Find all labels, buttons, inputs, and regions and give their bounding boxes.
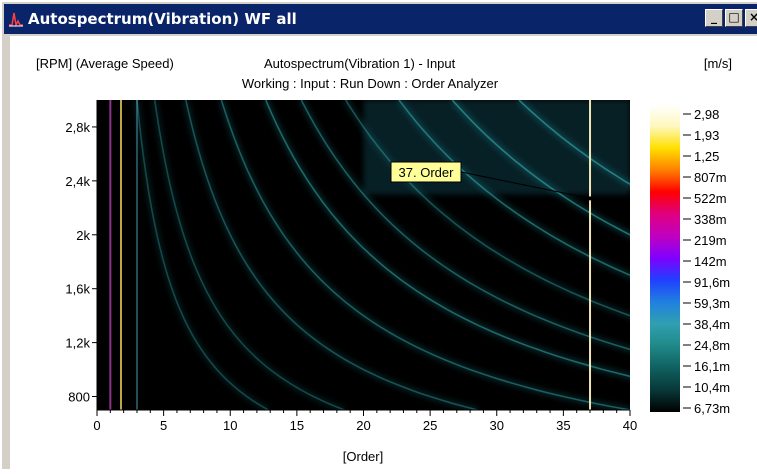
colorbar-tick-label: 1,93 [694,128,719,143]
colorbar-tick-label: 142m [694,254,727,269]
colorbar-tick-label: 10,4m [694,380,730,395]
resonance-band [136,100,269,410]
x-tick-label: 10 [223,418,237,433]
y-tick-label: 2,8k [65,120,90,135]
chart-axes: 800 1,2k 1,6k 2k 2,4k 2,8k 0 5 10 15 20 25 30 35 40 [65,100,637,433]
resonance-band-glow [298,100,630,353]
resonance-band [220,100,630,410]
x-tick-label: 5 [160,418,167,433]
colorbar-tick-label: 219m [694,233,727,248]
resonance-band-glow [134,100,270,410]
colorbar [650,104,680,412]
colorbar-tick-label: 807m [694,170,727,185]
header-left-label: [RPM] (Average Speed) [36,56,174,71]
minimize-button[interactable]: _ [705,9,723,27]
header-center-label: Autospectrum(Vibration 1) - Input [264,56,456,71]
colorbar-tick-label: 522m [694,191,727,206]
title-bar[interactable]: Autospectrum(Vibration) WF all _ □ × [4,4,757,34]
colorbar-tick-label: 2,98 [694,107,719,122]
resonance-band-glow [218,100,630,410]
y-tick-label: 1,2k [65,336,90,351]
maximize-button[interactable]: □ [725,9,743,27]
colorbar-tick-label: 1,25 [694,149,719,164]
resonance-band-glow [343,100,630,319]
order-spectrum-chart: [RPM] (Average Speed) Autospectrum(Vibra… [36,56,732,464]
colorbar-tick-label: 38,4m [694,317,730,332]
resonance-band-glow [182,100,479,410]
chart-canvas: [RPM] (Average Speed) Autospectrum(Vibra… [10,36,757,471]
colorbar-tick-label: 6,73m [694,401,730,416]
x-tick-label: 0 [93,418,100,433]
annotation-label: 37. Order [399,165,455,180]
x-tick-label: 25 [423,418,437,433]
annotation-point [588,196,593,201]
colorbar-tick-label: 16,1m [694,359,730,374]
colorbar-labels: 2,98 1,93 1,25 807m 522m 338m 219m 142m 91,6m 59,… [683,107,730,416]
maximize-icon: □ [728,10,740,24]
x-axis-label: [Order] [343,449,383,464]
resonance-band-glow [396,100,630,279]
resonance-band [265,100,630,378]
resonance-band [398,100,630,277]
resonance-band [345,100,630,317]
minimize-icon: _ [711,10,717,24]
colorbar-tick-label: 24,8m [694,338,730,353]
x-tick-label: 35 [556,418,570,433]
colorbar-tick-label: 59,3m [694,296,730,311]
spectrum-app-icon [9,12,23,27]
resonance-band [300,100,630,351]
heatmap-layer [107,100,630,410]
annotation-box [390,161,462,183]
subtitle-label: Working : Input : Run Down : Order Analy… [242,76,499,91]
y-tick-label: 800 [68,390,90,405]
resonance-band [451,100,630,236]
x-tick-label: 20 [356,418,370,433]
y-tick-label: 2k [76,228,90,243]
resonance-band-glow [151,100,346,410]
y-tick-label: 2,4k [65,174,90,189]
y-tick-label: 1,6k [65,282,90,297]
annotation-leader-line [460,171,591,199]
x-tick-label: 30 [490,418,504,433]
colorbar-tick-label: 91,6m [694,275,730,290]
colorbar-tick-label: 338m [694,212,727,227]
resonance-band [518,100,630,186]
window-title: Autospectrum(Vibration) WF all [28,10,297,28]
resonance-band [185,100,478,410]
unit-label: [m/s] [704,56,732,71]
close-icon: × [748,10,757,24]
resonance-band-glow [263,100,630,380]
resonance-band [153,100,345,410]
x-tick-label: 40 [623,418,637,433]
close-button[interactable]: × [745,9,757,27]
order-annotation: 37. Order [390,161,593,201]
x-tick-label: 15 [290,418,304,433]
